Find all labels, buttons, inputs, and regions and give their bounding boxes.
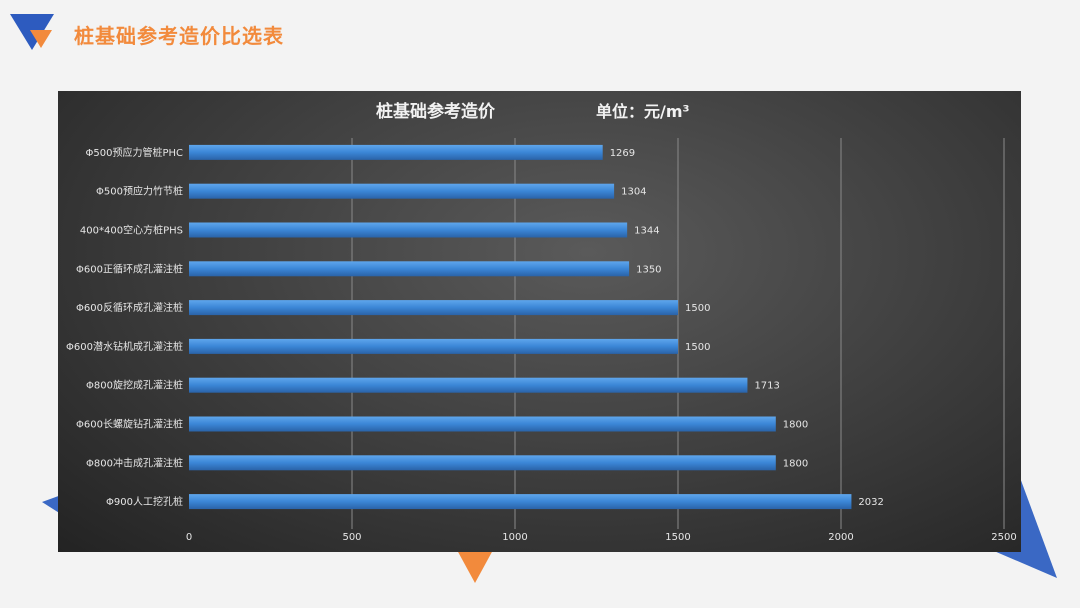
bottom-triangle-decoration — [457, 550, 493, 583]
logo-icon — [10, 14, 54, 50]
chart-title: 桩基础参考造价 — [376, 101, 496, 122]
category-label: Φ900人工挖孔桩 — [106, 495, 183, 508]
category-label: Φ500预应力管桩PHC — [86, 146, 184, 159]
chart-panel: 桩基础参考造价 单位：元/m³ 0 500 1000 1500 2000 2500 Φ500… — [58, 91, 1021, 552]
bar — [189, 416, 776, 432]
bars — [189, 144, 852, 510]
x-tick-label: 2500 — [991, 532, 1016, 543]
category-label: Φ500预应力竹节桩 — [96, 185, 183, 198]
bar — [189, 338, 678, 354]
category-label: Φ600长螺旋钻孔灌注桩 — [76, 418, 183, 431]
x-tick-label: 2000 — [828, 532, 853, 543]
data-label: 1800 — [783, 458, 808, 469]
bar — [189, 261, 630, 277]
slide-title: 桩基础参考造价比选表 — [74, 24, 284, 48]
bar — [189, 144, 603, 160]
right-triangle-decoration — [987, 475, 1057, 578]
x-tick-label: 500 — [342, 532, 361, 543]
data-label: 2032 — [858, 497, 883, 508]
data-label: 1500 — [685, 342, 710, 353]
data-label: 1800 — [783, 420, 808, 431]
x-tick-label: 1500 — [665, 532, 690, 543]
x-tick-label: 1000 — [502, 532, 527, 543]
bar — [189, 300, 678, 316]
labels: 0 500 1000 1500 2000 2500 Φ500预应力管桩PHC 1269 Φ500… — [66, 146, 1017, 543]
x-tick-label: 0 — [186, 532, 192, 543]
data-label: 1713 — [754, 381, 779, 392]
data-label: 1350 — [636, 264, 661, 275]
data-label: 1304 — [621, 187, 646, 198]
data-label: 1344 — [634, 226, 659, 237]
category-label: Φ600反循环成孔灌注桩 — [76, 301, 183, 314]
chart-unit-label: 单位：元/m³ — [596, 102, 690, 121]
data-label: 1500 — [685, 303, 710, 314]
bar — [189, 222, 628, 238]
category-label: Φ800旋挖成孔灌注桩 — [86, 379, 183, 392]
category-label: Φ600潜水钻机成孔灌注桩 — [66, 340, 183, 353]
bar-chart: 桩基础参考造价 单位：元/m³ 0 500 1000 1500 2000 2500 Φ500… — [66, 101, 1017, 543]
bar — [189, 377, 748, 393]
bar — [189, 183, 615, 199]
category-label: Φ800冲击成孔灌注桩 — [86, 456, 183, 469]
category-label: Φ600正循环成孔灌注桩 — [76, 262, 183, 275]
bar — [189, 494, 852, 510]
data-label: 1269 — [610, 148, 635, 159]
category-label: 400*400空心方桩PHS — [80, 224, 183, 237]
bar — [189, 455, 776, 471]
